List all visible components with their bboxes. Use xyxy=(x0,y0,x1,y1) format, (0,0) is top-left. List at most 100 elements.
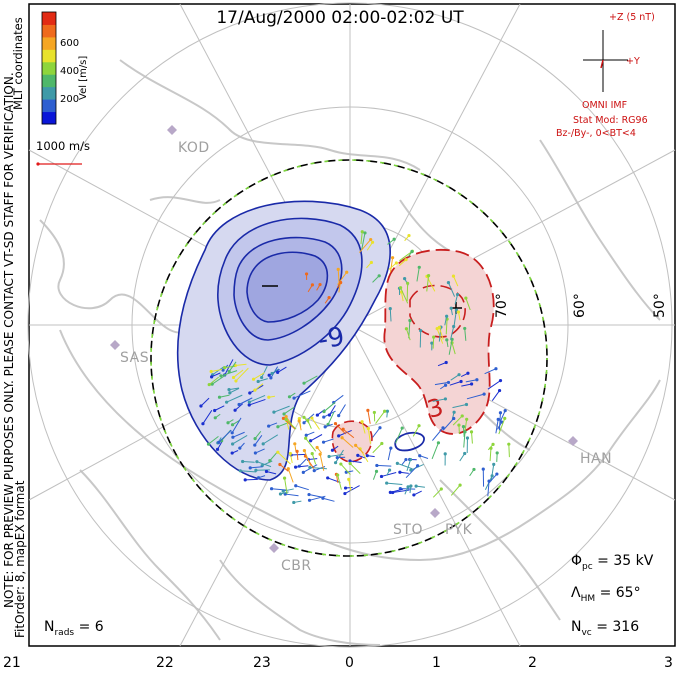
velocity-vector-origin xyxy=(375,464,378,467)
velocity-vector-origin xyxy=(450,307,453,310)
velocity-vector-origin xyxy=(427,274,430,277)
velocity-vector-origin xyxy=(248,400,251,403)
velocity-vector-origin xyxy=(401,426,404,429)
velocity-vector-origin xyxy=(378,426,381,429)
velocity-vector-origin xyxy=(396,462,399,465)
velocity-vector-origin xyxy=(272,411,275,414)
mlt-tick: 3 xyxy=(664,655,673,671)
velocity-vector-origin xyxy=(457,423,460,426)
velocity-vector-origin xyxy=(334,461,337,464)
velocity-vector-origin xyxy=(367,427,370,430)
velocity-vector-origin xyxy=(458,484,461,487)
velocity-vector-origin xyxy=(308,499,311,502)
velocity-vector-origin xyxy=(233,409,236,412)
scale-label: 1000 m/s xyxy=(36,139,90,153)
velocity-vector-origin xyxy=(269,376,272,379)
colorbar-tick: 600 xyxy=(60,38,79,49)
fit-order-note: FitOrder: 8, mapEX format xyxy=(13,481,27,638)
velocity-vector-origin xyxy=(213,409,216,412)
velocity-vector-origin xyxy=(412,493,415,496)
velocity-vector-origin xyxy=(444,452,447,455)
velocity-vector-origin xyxy=(231,423,234,426)
velocity-vector-origin xyxy=(210,370,213,373)
velocity-vector-origin xyxy=(249,466,252,469)
coordinate-note: MLT coordinates xyxy=(11,17,25,110)
velocity-vector-origin xyxy=(345,271,348,274)
vector-count: Nvc = 316 xyxy=(571,619,639,638)
velocity-vector-origin xyxy=(457,373,460,376)
velocity-vector-origin xyxy=(339,462,342,465)
velocity-vector-origin xyxy=(370,261,373,264)
velocity-vector-origin xyxy=(452,325,455,328)
velocity-vector-origin xyxy=(234,379,237,382)
velocity-vector-origin xyxy=(343,492,346,495)
velocity-vector-origin xyxy=(385,481,388,484)
velocity-vector-origin xyxy=(466,372,469,375)
imf-y-label: +Y xyxy=(626,56,640,67)
velocity-vector-origin xyxy=(295,450,298,453)
velocity-vector-origin xyxy=(457,310,460,313)
velocity-vector-origin xyxy=(344,486,347,489)
velocity-vector-origin xyxy=(322,415,325,418)
velocity-vector-origin xyxy=(282,412,285,415)
velocity-vector-origin xyxy=(293,442,296,445)
velocity-vector-origin xyxy=(452,275,455,278)
velocity-vector-origin xyxy=(298,419,301,422)
velocity-vector-origin xyxy=(456,293,459,296)
colorbar-band xyxy=(42,49,56,62)
velocity-vector-origin xyxy=(386,410,389,413)
velocity-vector-origin xyxy=(322,441,325,444)
velocity-vector-origin xyxy=(292,396,295,399)
velocity-vector-origin xyxy=(309,439,312,442)
velocity-vector-origin xyxy=(403,277,406,280)
velocity-vector-origin xyxy=(262,442,265,445)
velocity-vector-origin xyxy=(463,430,466,433)
velocity-vector-origin xyxy=(494,367,497,370)
velocity-vector-origin xyxy=(465,403,468,406)
velocity-vector-origin xyxy=(307,493,310,496)
velocity-vector-origin xyxy=(322,410,325,413)
velocity-vector-origin xyxy=(366,409,369,412)
velocity-vector-origin xyxy=(408,319,411,322)
velocity-vector-origin xyxy=(257,380,260,383)
velocity-vector-origin xyxy=(255,460,258,463)
velocity-vector-origin xyxy=(419,329,422,332)
velocity-vector-origin xyxy=(328,413,331,416)
velocity-vector-origin xyxy=(254,451,257,454)
velocity-vector-origin xyxy=(410,250,413,253)
velocity-vector-origin xyxy=(302,471,305,474)
velocity-vector-origin xyxy=(464,296,467,299)
velocity-vector-origin xyxy=(496,451,499,454)
station-label-cbr: CBR xyxy=(281,558,312,574)
hm-latitude: ΛHM = 65° xyxy=(571,585,641,604)
velocity-vector-origin xyxy=(199,404,202,407)
velocity-vector-origin xyxy=(253,443,256,446)
velocity-vector-origin xyxy=(207,443,210,446)
map-canvas: -9 3 xyxy=(0,0,680,674)
velocity-vector-origin xyxy=(279,492,282,495)
velocity-vector-origin xyxy=(284,418,287,421)
velocity-vector-origin xyxy=(339,281,342,284)
velocity-vector-origin xyxy=(406,282,409,285)
velocity-vector-origin xyxy=(349,462,352,465)
mlt-tick: 2 xyxy=(528,655,537,671)
velocity-vector-origin xyxy=(336,456,339,459)
velocity-vector-origin xyxy=(371,241,374,244)
imf-model: Stat Mod: RG96 xyxy=(573,115,648,126)
velocity-vector-origin xyxy=(304,437,307,440)
velocity-vector-origin xyxy=(217,441,220,444)
velocity-vector-origin xyxy=(265,470,268,473)
contour-label-negative: -9 xyxy=(316,322,347,356)
velocity-vector-origin xyxy=(491,474,494,477)
velocity-vector-origin xyxy=(489,447,492,450)
velocity-vector-origin xyxy=(337,414,340,417)
velocity-vector-origin xyxy=(331,449,334,452)
colorbar-band xyxy=(42,74,56,87)
velocity-vector-origin xyxy=(270,487,273,490)
velocity-vector-origin xyxy=(445,338,448,341)
velocity-vector-origin xyxy=(375,470,378,473)
latitude-label-70: 70° xyxy=(494,293,510,318)
velocity-vector-origin xyxy=(283,476,286,479)
velocity-vector-origin xyxy=(232,376,235,379)
velocity-vector-origin xyxy=(237,403,240,406)
